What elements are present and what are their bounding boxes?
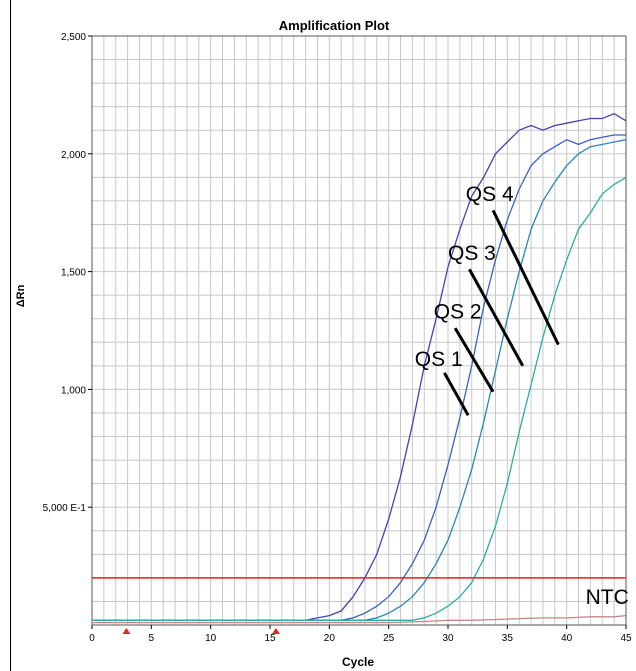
chart-title: Amplification Plot	[279, 18, 390, 33]
plot-area	[92, 36, 626, 625]
left-border-rule	[10, 0, 11, 671]
axis-ticks: 0 5 10 15 20 25 30 35 40 45 5,000 E-1 1,000 1,500 2,0…	[43, 32, 632, 644]
series-layer	[92, 112, 627, 634]
series-line-qs-2	[92, 139, 627, 621]
baseline-marker	[122, 628, 131, 634]
x-tick-label: 30	[442, 633, 454, 644]
series-line-qs-1	[92, 176, 627, 621]
annotation-leader-line	[468, 268, 525, 367]
annotation-leader-line	[491, 209, 560, 346]
annotation-label: QS 1	[415, 348, 463, 371]
x-tick-label: 45	[620, 633, 632, 644]
annotation-label: QS 4	[466, 183, 514, 206]
annotation-leader-line	[453, 327, 495, 393]
annotation-leader-line	[443, 372, 470, 417]
annotation-layer: QS 4 QS 3 QS 2 QS 1 NTC	[415, 183, 629, 609]
annotation-label: QS 3	[448, 242, 496, 265]
x-tick-label: 15	[264, 633, 276, 644]
x-tick-label: 25	[383, 633, 395, 644]
y-tick-label: 2,000	[61, 150, 86, 161]
series-line-ntc	[92, 614, 627, 624]
grid-layer	[91, 35, 627, 626]
y-tick-label: 2,500	[61, 32, 86, 43]
x-tick-label: 0	[89, 633, 95, 644]
x-tick-label: 20	[324, 633, 336, 644]
y-tick-label: 5,000 E-1	[43, 503, 87, 514]
annotation-label: NTC	[586, 586, 629, 609]
x-tick-label: 35	[502, 633, 514, 644]
series-line-qs-3	[92, 134, 626, 621]
y-tick-label: 1,500	[61, 268, 86, 279]
annotation-label: QS 2	[434, 301, 482, 324]
plot-frame	[91, 35, 627, 626]
x-tick-label: 10	[205, 633, 217, 644]
y-tick-label: 1,000	[61, 385, 86, 396]
x-tick-label: 5	[149, 633, 155, 644]
x-tick-label: 40	[561, 633, 573, 644]
x-axis-label: Cycle	[342, 655, 374, 669]
baseline-marker	[271, 628, 280, 634]
y-axis-label: ΔRn	[15, 284, 27, 307]
series-line-qs-4	[92, 112, 627, 621]
